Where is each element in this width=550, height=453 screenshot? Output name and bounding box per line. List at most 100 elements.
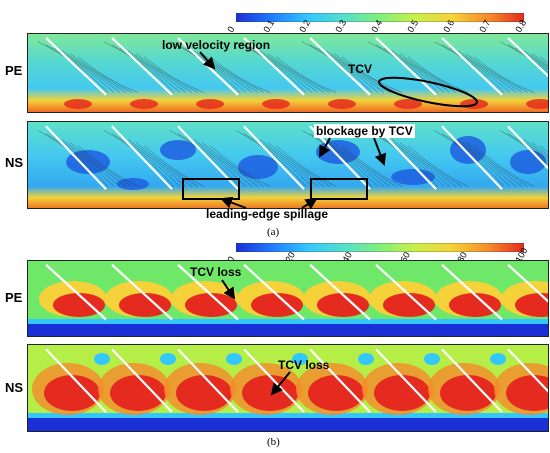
streamline (201, 142, 265, 187)
blade-profile (507, 263, 548, 303)
streamline (259, 139, 325, 187)
streamline (69, 53, 133, 93)
contour-panel-pe-b (27, 260, 549, 337)
streamline (235, 41, 307, 93)
annotation-low-velocity: low velocity region (162, 38, 271, 52)
streamline (259, 50, 325, 93)
streamline (103, 41, 175, 93)
streamline (69, 142, 133, 187)
streamline (45, 133, 115, 187)
spillage-box-left (182, 178, 240, 200)
streamline (457, 139, 523, 187)
streamline (135, 53, 199, 93)
low-loss-spot (226, 353, 242, 365)
streamline (499, 41, 548, 73)
loss-region-core (317, 293, 369, 317)
row-label-ns-a: NS (5, 155, 24, 170)
streamline (143, 145, 205, 187)
low-velocity-blob (238, 155, 278, 179)
loss-region-core (110, 375, 166, 411)
streamline (61, 50, 127, 93)
blade-profile (243, 37, 305, 96)
streamline (243, 44, 313, 93)
colorbar-a-gradient (236, 13, 524, 22)
streamline (325, 139, 391, 187)
caption-a: (a) (267, 226, 280, 238)
streamline (309, 133, 379, 187)
contour-panel-ns-a (27, 121, 549, 209)
loss-region-core (506, 375, 548, 411)
streamline (267, 142, 331, 187)
contour-plot-pe-b (28, 261, 548, 336)
blade-profile (441, 125, 503, 190)
low-loss-spot (424, 353, 440, 365)
streamline (143, 56, 205, 93)
streamline (45, 44, 115, 93)
streamline (473, 56, 535, 93)
loss-region-core (44, 375, 100, 411)
streamline (465, 53, 529, 93)
blade-profile (177, 263, 239, 321)
low-velocity-blob (66, 150, 110, 174)
streamline (77, 56, 139, 93)
caption-b: (b) (267, 436, 280, 448)
loss-region-core (185, 293, 237, 317)
spillage-box-right (310, 178, 368, 200)
blade-profile (507, 37, 548, 78)
streamline (275, 56, 337, 93)
streamline (407, 145, 469, 187)
blade-profile (309, 37, 371, 96)
streamline (301, 41, 373, 93)
annotation-blockage: blockage by TCV (314, 124, 415, 138)
streamline (127, 50, 193, 93)
row-label-ns-b: NS (5, 380, 24, 395)
streamline (193, 139, 259, 187)
high-velocity-spot (64, 99, 92, 109)
low-loss-spot (160, 353, 176, 365)
streamline (103, 130, 175, 187)
streamline (531, 142, 548, 156)
blade-profile (45, 348, 107, 413)
tcv-outline (378, 76, 478, 108)
streamline (375, 44, 445, 93)
streamline (135, 142, 199, 187)
streamline (399, 142, 463, 187)
streamline (333, 53, 397, 93)
blade-profile (111, 263, 173, 321)
low-loss-spot (94, 353, 110, 365)
blade-profile (45, 263, 107, 321)
blade-profile (45, 37, 107, 96)
streamline (341, 145, 403, 187)
streamline (433, 130, 505, 187)
blade-profile (309, 263, 371, 321)
colorbar-b (236, 243, 524, 252)
loss-region-core (53, 293, 105, 317)
streamline (243, 133, 313, 187)
blade-profile (507, 125, 548, 170)
contour-plot-pe-a (28, 34, 548, 112)
streamline (539, 56, 548, 64)
loss-region-core (119, 293, 171, 317)
blade-profile (177, 348, 239, 413)
blade-profile (243, 263, 305, 321)
streamline (37, 130, 109, 187)
loss-region-core (383, 293, 435, 317)
streamline (275, 145, 337, 187)
loss-region-core (308, 375, 364, 411)
low-loss-spot (358, 353, 374, 365)
high-velocity-spot (130, 99, 158, 109)
loss-region-core (242, 375, 298, 411)
loss-region-core (176, 375, 232, 411)
loss-region-core (440, 375, 496, 411)
streamline (37, 41, 109, 93)
loss-region-core (449, 293, 501, 317)
colorbar-a (236, 13, 524, 22)
streamline (209, 145, 271, 187)
low-velocity-blob (391, 169, 435, 185)
streamline (531, 53, 548, 66)
streamline (267, 53, 331, 93)
streamline (111, 44, 181, 93)
streamline (391, 50, 457, 93)
annotation-spillage: leading-edge spillage (206, 207, 329, 221)
streamline (127, 139, 193, 187)
